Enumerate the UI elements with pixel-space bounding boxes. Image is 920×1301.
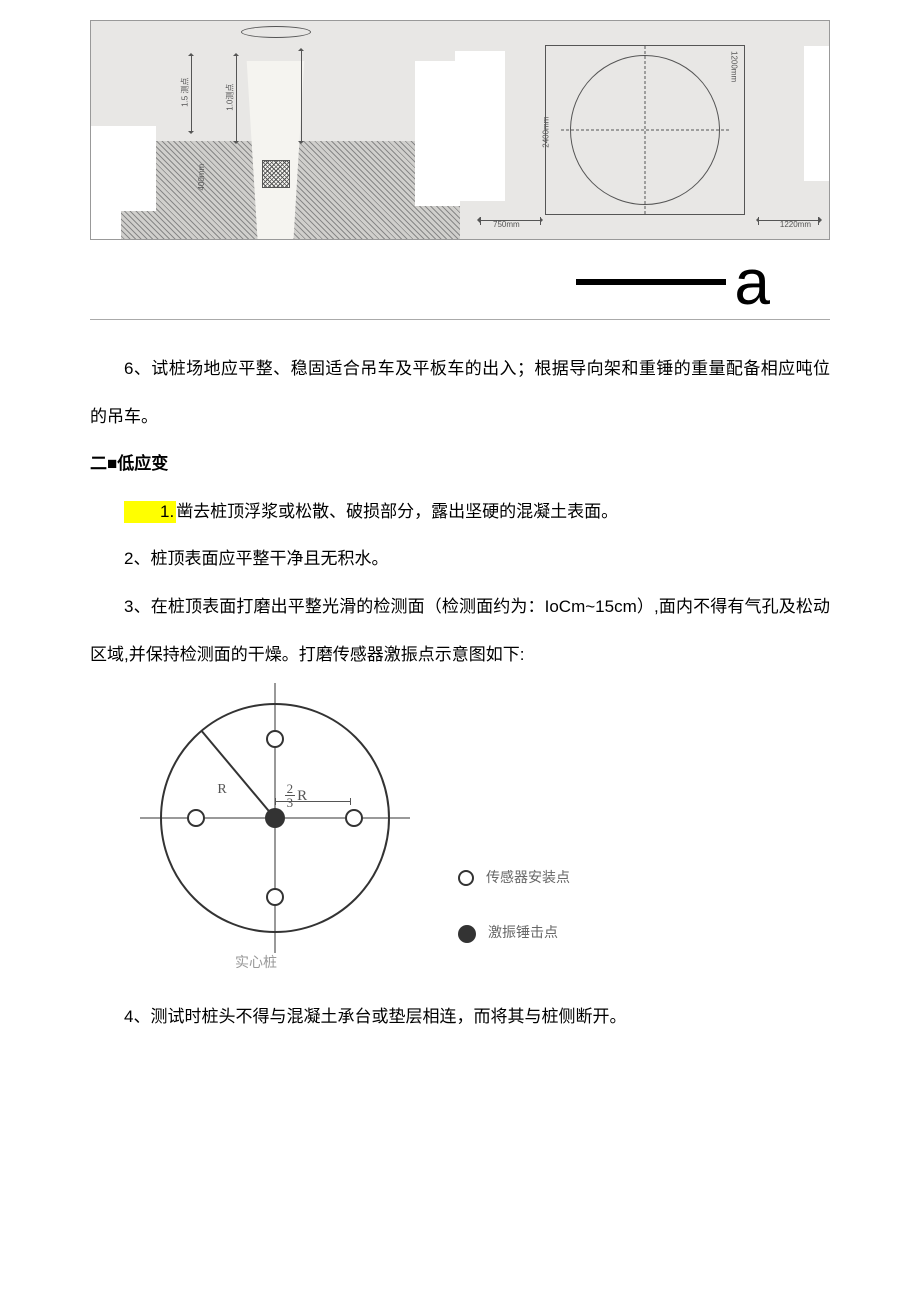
dim-plan-height-right: 1200mm	[722, 51, 744, 82]
inner-radius-label: 23R	[285, 775, 308, 817]
sensor-point	[266, 888, 284, 906]
letter-a: a	[734, 250, 770, 314]
item-4: 4、测试时桩头不得与混凝土承台或垫层相连，而将其与桩侧断开。	[90, 993, 830, 1041]
legend-sensor-text: 传感器安装点	[486, 859, 570, 898]
item-1: 1.凿去桩顶浮浆或松散、破损部分，露出坚硬的混凝土表面。	[90, 488, 830, 536]
sensor-diagram: R 23R 传感器安装点 激振锤击点 实心桩	[150, 698, 570, 983]
cross-section-view: 1.5 测点 1.0测点 400mm	[91, 21, 460, 239]
para-6: 6、试桩场地应平整、稳固适合吊车及平板车的出入；根据导向架和重锤的重量配备相应吨…	[90, 345, 830, 440]
diagram-legend: 传感器安装点 激振锤击点	[458, 843, 570, 953]
dim-section-top: 1.5 测点	[174, 78, 196, 107]
legend-sensor-icon	[458, 870, 474, 886]
plan-view: 1200mm 2400mm 750mm 1220mm	[460, 21, 829, 239]
dim-plan-height-left: 2400mm	[535, 117, 557, 148]
dash-a-label: a	[90, 250, 830, 314]
hammer-point	[265, 808, 285, 828]
dim-plan-right-width: 1220mm	[780, 214, 811, 236]
section-title-low-strain: 二■低应变	[90, 440, 830, 488]
item-2: 2、桩顶表面应平整干净且无积水。	[90, 535, 830, 583]
sensor-point	[187, 809, 205, 827]
sensor-point	[345, 809, 363, 827]
item-1-highlight: 1.	[124, 501, 176, 523]
item-1-text: 凿去桩顶浮浆或松散、破损部分，露出坚硬的混凝土表面。	[176, 502, 618, 521]
diagram-caption: 实心桩	[235, 944, 277, 983]
legend-hammer-text: 激振锤击点	[488, 914, 558, 953]
dim-plan-width: 750mm	[493, 214, 520, 236]
radius-label: R	[217, 770, 226, 809]
sensor-point	[266, 730, 284, 748]
top-figure: 1.5 测点 1.0测点 400mm 1200mm 2400mm 750mm 1…	[90, 20, 830, 320]
dim-section-depth: 1.0测点	[219, 84, 241, 111]
item-3: 3、在桩顶表面打磨出平整光滑的检测面（检测面约为：IoCm~15cm）,面内不得…	[90, 583, 830, 678]
dim-pile-block: 400mm	[191, 164, 213, 191]
legend-hammer-icon	[458, 925, 476, 943]
